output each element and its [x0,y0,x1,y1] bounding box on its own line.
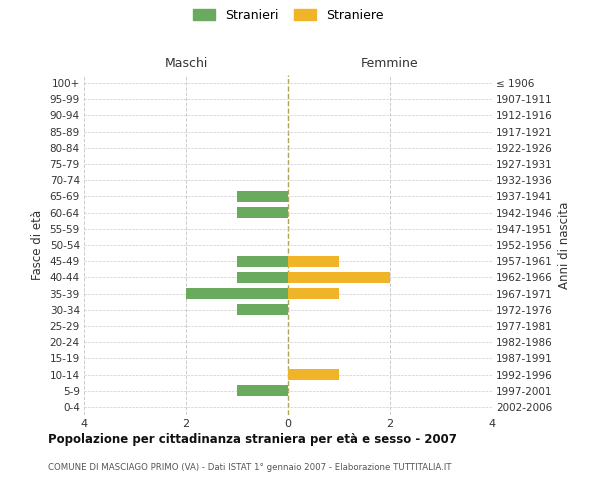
Text: Popolazione per cittadinanza straniera per età e sesso - 2007: Popolazione per cittadinanza straniera p… [48,432,457,446]
Bar [237,272,288,283]
Y-axis label: Fasce di età: Fasce di età [31,210,44,280]
Text: COMUNE DI MASCIAGO PRIMO (VA) - Dati ISTAT 1° gennaio 2007 - Elaborazione TUTTIT: COMUNE DI MASCIAGO PRIMO (VA) - Dati IST… [48,462,452,471]
Bar [288,256,339,267]
Text: Maschi: Maschi [164,57,208,70]
Bar [288,288,339,299]
Bar [237,256,288,267]
Y-axis label: Anni di nascita: Anni di nascita [559,202,571,288]
Bar [288,272,390,283]
Legend: Stranieri, Straniere: Stranieri, Straniere [193,8,383,22]
Bar [186,288,288,299]
Bar [288,369,339,380]
Text: Femmine: Femmine [361,57,419,70]
Bar [237,385,288,396]
Bar [237,304,288,316]
Bar [237,207,288,218]
Bar [237,191,288,202]
